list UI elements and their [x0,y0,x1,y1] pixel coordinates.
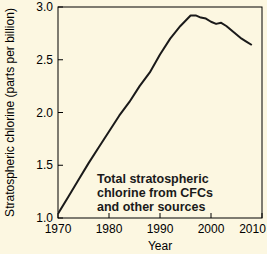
x-axis-label: Year [148,239,172,253]
y-tick [58,59,63,60]
annotation-line: chlorine from CFCs [97,186,213,200]
y-tick-label: 2.0 [36,106,53,120]
x-tick-label: 1990 [147,222,174,236]
annotation: Total stratosphericchlorine from CFCsand… [97,172,213,214]
plot-area [58,15,252,213]
y-tick [58,165,63,166]
annotation-line: and other sources [97,200,205,214]
plot-frame [58,7,262,218]
y-tick-label: 3.0 [36,0,53,14]
chart: 1.01.52.02.53.019701980199020002010YearS… [0,0,267,254]
y-tick-label: 1.5 [36,158,53,172]
x-tick [262,213,263,218]
x-tick [211,213,212,218]
data-line [58,15,252,213]
y-tick [58,112,63,113]
x-tick-label: 2000 [198,222,225,236]
y-tick [58,218,63,219]
y-tick-label: 2.5 [36,53,53,67]
y-axis-label: Stratospheric chlorine (parts per billio… [3,8,17,217]
y-tick [58,7,63,8]
x-tick-label: 1980 [96,222,123,236]
x-tick-label: 2010 [239,222,266,236]
annotation-line: Total stratospheric [97,172,209,186]
x-tick-label: 1970 [45,222,72,236]
